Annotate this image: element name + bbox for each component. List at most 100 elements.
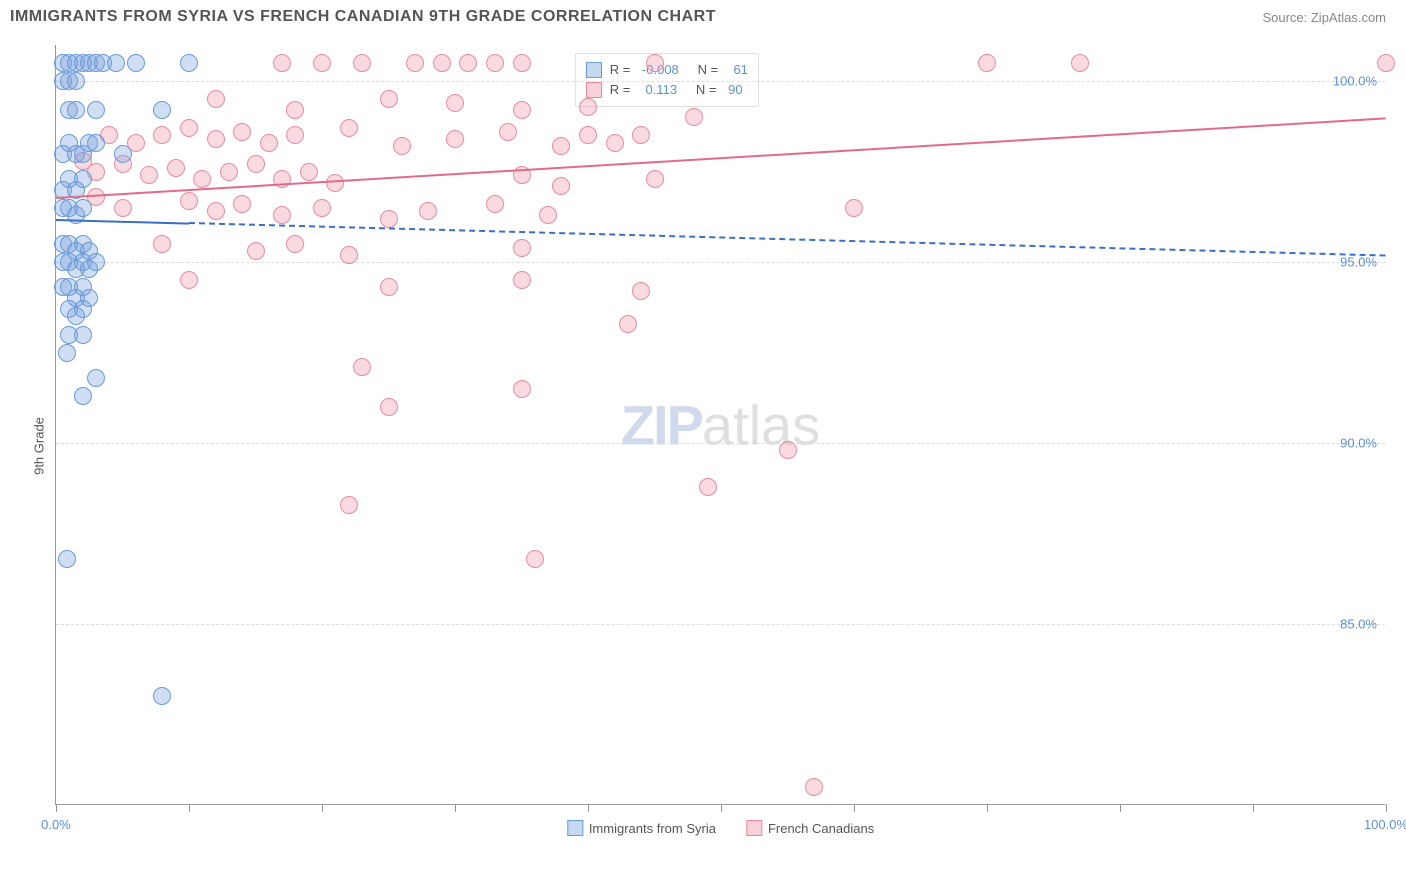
legend-n-syria: 61: [733, 62, 747, 77]
scatter-point-french: [406, 54, 424, 72]
scatter-point-french: [180, 192, 198, 210]
scatter-point-syria: [67, 101, 85, 119]
scatter-point-french: [340, 246, 358, 264]
scatter-point-syria: [87, 101, 105, 119]
scatter-point-french: [632, 126, 650, 144]
x-tick: [1253, 804, 1254, 812]
scatter-point-french: [286, 235, 304, 253]
scatter-point-syria: [127, 54, 145, 72]
scatter-point-syria: [58, 550, 76, 568]
y-axis-label: 9th Grade: [31, 417, 46, 475]
scatter-point-syria: [107, 54, 125, 72]
legend-r-french: 0.113: [646, 82, 678, 97]
x-tick: [455, 804, 456, 812]
scatter-point-french: [286, 126, 304, 144]
scatter-point-french: [180, 271, 198, 289]
scatter-point-french: [619, 315, 637, 333]
scatter-point-french: [233, 195, 251, 213]
x-tick: [322, 804, 323, 812]
scatter-point-syria: [180, 54, 198, 72]
scatter-point-french: [779, 441, 797, 459]
scatter-point-french: [233, 123, 251, 141]
scatter-point-french: [380, 278, 398, 296]
scatter-point-french: [978, 54, 996, 72]
x-tick: [854, 804, 855, 812]
chart-plot-area: ZIPatlas R = -0.008 N = 61 R = 0.113 N =…: [55, 45, 1385, 805]
scatter-point-syria: [74, 170, 92, 188]
scatter-point-french: [419, 202, 437, 220]
scatter-point-french: [313, 199, 331, 217]
legend-swatch-syria: [586, 62, 602, 78]
scatter-point-french: [300, 163, 318, 181]
scatter-point-syria: [153, 687, 171, 705]
scatter-point-french: [273, 54, 291, 72]
scatter-point-french: [220, 163, 238, 181]
scatter-point-syria: [58, 344, 76, 362]
scatter-point-french: [1377, 54, 1395, 72]
scatter-point-french: [380, 398, 398, 416]
legend-swatch-syria-bottom: [567, 820, 583, 836]
scatter-point-french: [459, 54, 477, 72]
scatter-point-french: [446, 130, 464, 148]
scatter-point-french: [513, 271, 531, 289]
legend-swatch-french-bottom: [746, 820, 762, 836]
scatter-point-french: [340, 119, 358, 137]
scatter-point-french: [207, 130, 225, 148]
scatter-point-syria: [114, 145, 132, 163]
scatter-point-french: [606, 134, 624, 152]
scatter-point-french: [579, 98, 597, 116]
scatter-point-french: [579, 126, 597, 144]
chart-title: IMMIGRANTS FROM SYRIA VS FRENCH CANADIAN…: [10, 8, 716, 26]
x-tick: [721, 804, 722, 812]
watermark-part1: ZIP: [621, 393, 702, 456]
scatter-point-french: [552, 177, 570, 195]
scatter-point-french: [193, 170, 211, 188]
gridline: [56, 262, 1385, 263]
gridline: [56, 443, 1385, 444]
scatter-point-french: [180, 119, 198, 137]
x-tick-label: 0.0%: [41, 817, 71, 832]
legend-n-label: N =: [687, 62, 726, 77]
scatter-point-french: [286, 101, 304, 119]
scatter-point-french: [526, 550, 544, 568]
scatter-point-french: [552, 137, 570, 155]
scatter-point-french: [353, 54, 371, 72]
scatter-point-french: [845, 199, 863, 217]
scatter-point-french: [513, 239, 531, 257]
legend-n-label: N =: [685, 82, 720, 97]
correlation-legend: R = -0.008 N = 61 R = 0.113 N = 90: [575, 53, 759, 107]
scatter-point-syria: [74, 300, 92, 318]
scatter-point-syria: [87, 253, 105, 271]
scatter-point-french: [313, 54, 331, 72]
scatter-point-french: [486, 54, 504, 72]
scatter-point-french: [646, 170, 664, 188]
scatter-point-french: [1071, 54, 1089, 72]
scatter-point-french: [207, 202, 225, 220]
scatter-point-french: [539, 206, 557, 224]
scatter-point-french: [273, 206, 291, 224]
scatter-point-french: [167, 159, 185, 177]
x-tick: [56, 804, 57, 812]
scatter-point-syria: [74, 199, 92, 217]
x-tick: [987, 804, 988, 812]
scatter-point-french: [685, 108, 703, 126]
legend-label-syria: Immigrants from Syria: [589, 821, 716, 836]
scatter-point-french: [247, 242, 265, 260]
legend-label-french: French Canadians: [768, 821, 874, 836]
y-tick-label: 85.0%: [1340, 617, 1377, 632]
legend-r-label: R =: [610, 82, 638, 97]
scatter-point-syria: [67, 72, 85, 90]
legend-n-french: 90: [728, 82, 742, 97]
x-tick: [1386, 804, 1387, 812]
scatter-point-french: [699, 478, 717, 496]
scatter-point-french: [513, 380, 531, 398]
scatter-point-french: [393, 137, 411, 155]
scatter-point-french: [207, 90, 225, 108]
scatter-point-syria: [87, 134, 105, 152]
legend-swatch-french: [586, 82, 602, 98]
legend-item-french: French Canadians: [746, 820, 874, 836]
x-tick: [1120, 804, 1121, 812]
scatter-point-french: [140, 166, 158, 184]
x-tick-label: 100.0%: [1364, 817, 1406, 832]
scatter-point-french: [353, 358, 371, 376]
